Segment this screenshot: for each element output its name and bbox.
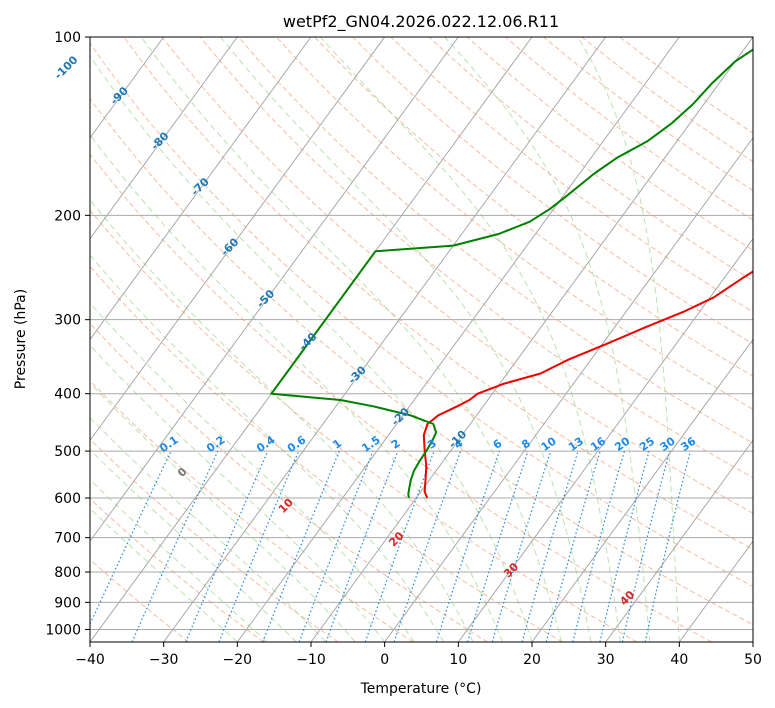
moist-adiabat-line xyxy=(90,344,386,642)
mixing-ratio-line xyxy=(599,450,650,642)
x-tick-label: 0 xyxy=(380,652,389,668)
isotherm-line xyxy=(605,439,753,642)
mixing-ratio-line xyxy=(644,450,691,642)
dry-adiabat-line xyxy=(90,558,190,642)
x-tick-label: 40 xyxy=(670,652,688,668)
moist-adiabat-line xyxy=(90,416,327,642)
y-tick-label: 900 xyxy=(54,595,81,611)
y-axis-label: Pressure (hPa) xyxy=(13,289,29,389)
mixing-ratio-line xyxy=(466,450,529,642)
moist-adiabat-line xyxy=(90,199,474,642)
y-tick-label: 300 xyxy=(54,313,81,329)
mixing-ratio-line xyxy=(435,450,501,642)
isotherm-line xyxy=(236,37,680,642)
dry-adiabat-line xyxy=(90,153,712,642)
data-layer xyxy=(270,48,753,499)
moist-adiabat-line xyxy=(90,479,268,642)
mixing-ratio-line xyxy=(298,450,374,642)
isotherm-line xyxy=(310,37,753,642)
mixing-ratio-line xyxy=(393,450,462,642)
y-tick-label: 400 xyxy=(54,387,81,403)
y-tick-label: 700 xyxy=(54,531,81,547)
y-tick-label: 200 xyxy=(54,208,81,224)
moist-adiabat-line xyxy=(90,507,238,642)
mixing-ratio-line xyxy=(621,450,671,642)
dry-adiabat-line xyxy=(352,37,753,345)
isotherm-line xyxy=(752,641,753,642)
mixing-ratio-line xyxy=(325,450,399,642)
moist-adiabat-line xyxy=(320,37,621,642)
mixing-ratio-line xyxy=(545,450,601,642)
grid-layer xyxy=(90,37,753,642)
isotherm-line xyxy=(531,338,753,642)
moist-adiabat-line xyxy=(90,55,533,642)
x-tick-label: 20 xyxy=(523,652,541,668)
x-tick-label: −30 xyxy=(149,652,179,668)
x-axis-label: Temperature (°C) xyxy=(360,681,482,697)
isotherm-label: -100 xyxy=(52,53,81,82)
dry-adiabat-line xyxy=(90,97,753,626)
moist-adiabat-line xyxy=(90,382,356,642)
mixing-ratio-line xyxy=(364,450,435,642)
dry-adiabat-line xyxy=(90,265,563,642)
chart-title: wetPf2_GN04.2026.022.12.06.R11 xyxy=(283,12,559,32)
y-tick-label: 600 xyxy=(54,491,81,507)
moist-adiabat-line xyxy=(90,302,415,642)
dry-adiabat-line xyxy=(90,42,753,588)
plot-frame xyxy=(89,36,754,643)
x-tick-label: −40 xyxy=(75,652,105,668)
dry-adiabat-line xyxy=(314,37,753,377)
moist-adiabat-line xyxy=(90,254,445,642)
moist-adiabat-line xyxy=(577,37,680,642)
dry-adiabat-line xyxy=(276,37,753,410)
moist-adiabat-line xyxy=(90,133,503,642)
y-tick-label: 1000 xyxy=(45,622,81,638)
x-tick-label: −10 xyxy=(296,652,326,668)
moist-adiabat-line xyxy=(90,448,297,642)
x-tick-label: −20 xyxy=(223,652,253,668)
temperature-profile-line xyxy=(422,270,753,499)
y-tick-label: 800 xyxy=(54,565,81,581)
dry-adiabat-line xyxy=(199,37,753,479)
isotherm-line xyxy=(384,136,753,642)
mixing-ratio-line xyxy=(185,450,269,642)
isotherm-line xyxy=(90,37,312,341)
mixing-ratio-line xyxy=(521,450,579,642)
x-tick-label: 10 xyxy=(449,652,467,668)
moist-adiabat-line xyxy=(140,37,562,642)
dry-adiabat-line xyxy=(123,37,753,550)
mixing-ratio-line xyxy=(218,450,300,642)
plot-background xyxy=(90,37,753,642)
isotherm-line xyxy=(163,37,607,642)
dewpoint-profile-line xyxy=(270,48,753,499)
x-tick-label: 30 xyxy=(597,652,615,668)
isotherm-line xyxy=(90,37,386,442)
mixing-ratio-line xyxy=(262,450,340,642)
isotherm-line xyxy=(457,237,753,642)
y-tick-label: 100 xyxy=(54,30,81,46)
moist-adiabat-line xyxy=(220,37,592,642)
dry-adiabat-line xyxy=(161,37,753,514)
dry-adiabat-line xyxy=(90,209,638,642)
x-tick-label: 50 xyxy=(744,652,762,668)
tick-layer: −40 −30 −20 −10 0 10 20 30 40 50 100 200 300 400 500 60… xyxy=(45,30,762,668)
mixing-ratio-line xyxy=(572,450,625,642)
isotherm-line xyxy=(90,37,238,240)
mixing-ratio-line xyxy=(491,450,552,642)
y-tick-label: 500 xyxy=(54,444,81,460)
moist-adiabat-line xyxy=(444,37,651,642)
